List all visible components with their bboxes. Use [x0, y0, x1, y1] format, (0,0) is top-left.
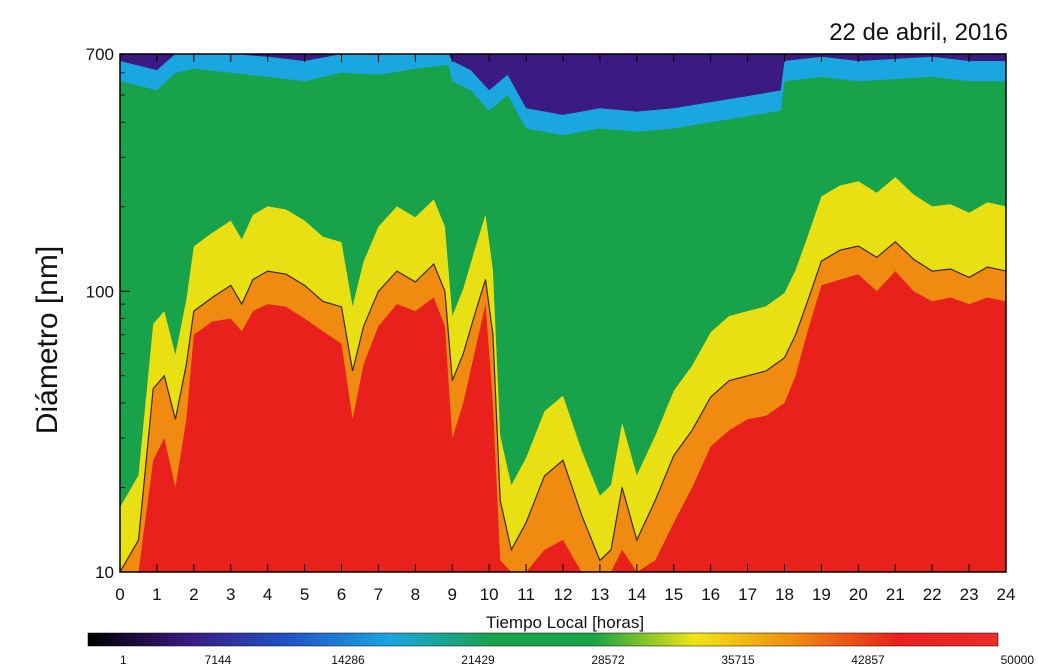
colorbar-label: 14286	[331, 653, 365, 667]
x-tick-label: 16	[701, 585, 720, 604]
x-tick-label: 18	[775, 585, 794, 604]
x-tick-label: 21	[886, 585, 905, 604]
x-tick-label: 13	[590, 585, 609, 604]
x-tick-label: 17	[738, 585, 757, 604]
x-tick-label: 24	[997, 585, 1016, 604]
x-tick-label: 4	[263, 585, 272, 604]
boundary-contour-line	[120, 240, 1006, 572]
colorbar-label: 28572	[591, 653, 625, 667]
x-tick-label: 10	[480, 585, 499, 604]
x-tick-label: 23	[960, 585, 979, 604]
colorbar-label: 7144	[205, 653, 232, 667]
x-tick-label: 19	[812, 585, 831, 604]
x-tick-label: 11	[517, 585, 535, 604]
x-tick-label: 12	[554, 585, 573, 604]
colorbar-ticks: 1 7144 14286 21429 28572 35715 42857 50000	[120, 653, 1034, 667]
y-axis-title: Diámetro [nm]	[31, 246, 64, 434]
plot-area	[120, 54, 1006, 572]
x-tick-label: 15	[664, 585, 683, 604]
colorbar-label: 35715	[721, 653, 755, 667]
x-tick-label: 20	[849, 585, 868, 604]
x-tick-label: 2	[189, 585, 198, 604]
red-band	[120, 271, 1006, 572]
x-tick-label: 7	[374, 585, 383, 604]
y-axis: 10 100 700	[86, 45, 130, 582]
colorbar-label: 42857	[851, 653, 885, 667]
x-axis-title: Tiempo Local [horas]	[486, 613, 644, 632]
x-tick-label: 9	[448, 585, 457, 604]
y-tick-label: 10	[95, 563, 114, 582]
colorbar	[87, 632, 999, 647]
colorbar-label: 1	[120, 653, 127, 667]
x-tick-label: 22	[923, 585, 942, 604]
chart-title: 22 de abril, 2016	[829, 19, 1008, 46]
x-axis: 0 1 2 3 4 5 6 7 8 9 10 11 12 13 14 15 16 17 18 19 20 21 22 23 24	[115, 54, 1015, 604]
y-tick-label: 700	[86, 45, 114, 64]
colorbar-label: 50000	[1001, 653, 1035, 667]
x-tick-label: 5	[300, 585, 309, 604]
x-tick-label: 0	[115, 585, 124, 604]
x-tick-label: 6	[337, 585, 346, 604]
colorbar-label: 21429	[461, 653, 495, 667]
x-tick-label: 14	[627, 585, 646, 604]
x-tick-label: 3	[226, 585, 235, 604]
x-tick-label: 1	[152, 585, 161, 604]
y-tick-label: 100	[86, 282, 114, 301]
x-tick-label: 8	[411, 585, 420, 604]
